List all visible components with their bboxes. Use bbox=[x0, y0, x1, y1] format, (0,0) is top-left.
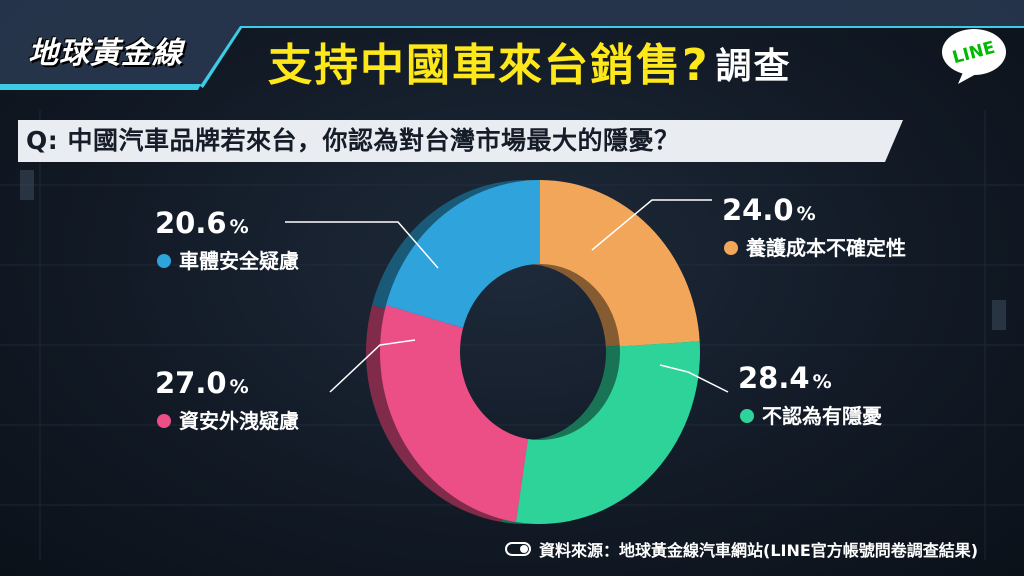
value-label-no-concern: 28.4% bbox=[738, 361, 832, 395]
legend-dot-body-safety bbox=[157, 254, 171, 268]
page-title-main: 支持中國車來台銷售? bbox=[268, 40, 710, 91]
leader-line-data-security bbox=[329, 339, 416, 393]
leader-line-maintenance-cost bbox=[591, 199, 712, 251]
slice-data-security bbox=[380, 305, 528, 523]
page-title: 支持中國車來台銷售? 調查 bbox=[268, 38, 792, 95]
category-label-data-security: 資安外洩疑慮 bbox=[179, 409, 299, 433]
slice-labels: 24.0 % 養護成本不確定性 28.4 % 不認為有隱憂 27.0 % 資安外洩疑慮 20.6%… bbox=[155, 193, 906, 433]
slice-maintenance-cost bbox=[540, 180, 700, 347]
legend-dot-maintenance-cost bbox=[724, 241, 738, 255]
category-label-no-concern: 不認為有隱憂 bbox=[762, 404, 882, 428]
legend-dot-no-concern bbox=[740, 409, 754, 423]
line-logo: LINE bbox=[942, 29, 1006, 84]
category-label-maintenance-cost: 養護成本不確定性 bbox=[745, 236, 906, 260]
slice-no-concern bbox=[515, 341, 700, 524]
header-bar bbox=[0, 0, 1024, 90]
page-title-suffix: 調查 bbox=[715, 46, 792, 87]
donut-slices bbox=[380, 180, 700, 524]
value-label-body-safety: 20.6% bbox=[155, 206, 249, 240]
source-note: 資料來源：地球黃金線汽車網站(LINE官方帳號問卷調查結果) bbox=[505, 536, 978, 562]
brand-logo: 地球黃金線 bbox=[18, 20, 218, 71]
legend-dot-data-security bbox=[157, 414, 171, 428]
value-label-maintenance-cost: 24.0% bbox=[722, 193, 816, 227]
category-label-body-safety: 車體安全疑慮 bbox=[179, 249, 299, 273]
toggle-icon bbox=[505, 542, 531, 556]
leader-line-body-safety bbox=[285, 221, 439, 269]
leader-line-no-concern bbox=[659, 364, 729, 393]
question-text: Q: 中國汽車品牌若來台，你認為對台灣市場最大的隱憂？ bbox=[26, 126, 680, 155]
question-banner bbox=[18, 120, 903, 162]
value-label-data-security: 27.0% bbox=[155, 366, 249, 400]
slice-body-safety bbox=[386, 180, 540, 328]
brand-name: 地球黃金線 bbox=[28, 36, 183, 71]
leader-lines bbox=[285, 199, 729, 393]
source-text: 資料來源：地球黃金線汽車網站(LINE官方帳號問卷調查結果) bbox=[539, 541, 979, 560]
